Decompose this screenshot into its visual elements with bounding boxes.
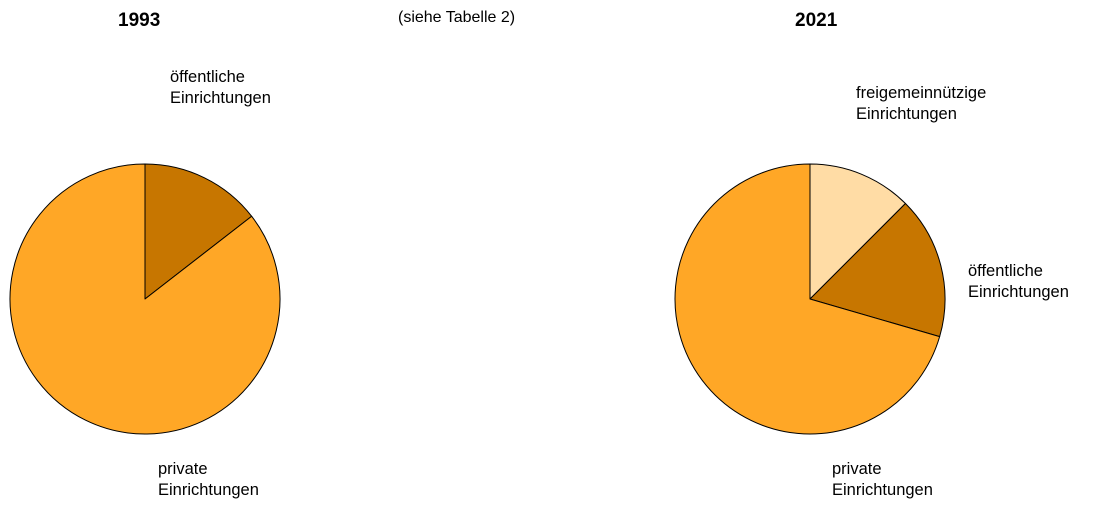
- slice-label-line: Einrichtungen: [968, 283, 1069, 301]
- slice-label-private-1993: private Einrichtungen: [158, 459, 259, 501]
- slice-label-line: öffentliche: [170, 68, 245, 86]
- pie-chart-2021: [674, 163, 946, 435]
- pie-slice-oeffentliche-2021: [809, 203, 946, 338]
- pie-slice-private-2021: [674, 163, 941, 435]
- slice-label-private-2021: private Einrichtungen: [832, 459, 933, 501]
- chart-1993-title: 1993: [118, 10, 161, 31]
- slice-label-line: öffentliche: [968, 262, 1043, 280]
- slice-label-oeffentliche-1993: öffentliche Einrichtungen: [170, 67, 271, 109]
- slice-label-line: Einrichtungen: [170, 89, 271, 107]
- pie-slice-oeffentliche-1993: [144, 163, 253, 300]
- pie-slice-private-1993: [9, 163, 281, 435]
- slice-label-line: private: [832, 460, 882, 478]
- pie-chart-1993: [9, 163, 281, 435]
- slice-label-line: Einrichtungen: [158, 481, 259, 499]
- table-reference-note: (siehe Tabelle 2): [398, 9, 516, 26]
- slice-label-oeffentliche-2021: öffentliche Einrichtungen: [968, 261, 1069, 303]
- chart-2021-title: 2021: [795, 10, 838, 31]
- slice-label-line: Einrichtungen: [856, 105, 957, 123]
- slice-label-line: Einrichtungen: [832, 481, 933, 499]
- slice-label-line: freigemeinnützige: [856, 84, 987, 102]
- slice-label-freigemeinnuetzige-2021: freigemeinnützige Einrichtungen: [856, 83, 986, 125]
- pie-slice-freigemeinnuetzige-2021: [809, 163, 906, 300]
- slice-label-line: private: [158, 460, 208, 478]
